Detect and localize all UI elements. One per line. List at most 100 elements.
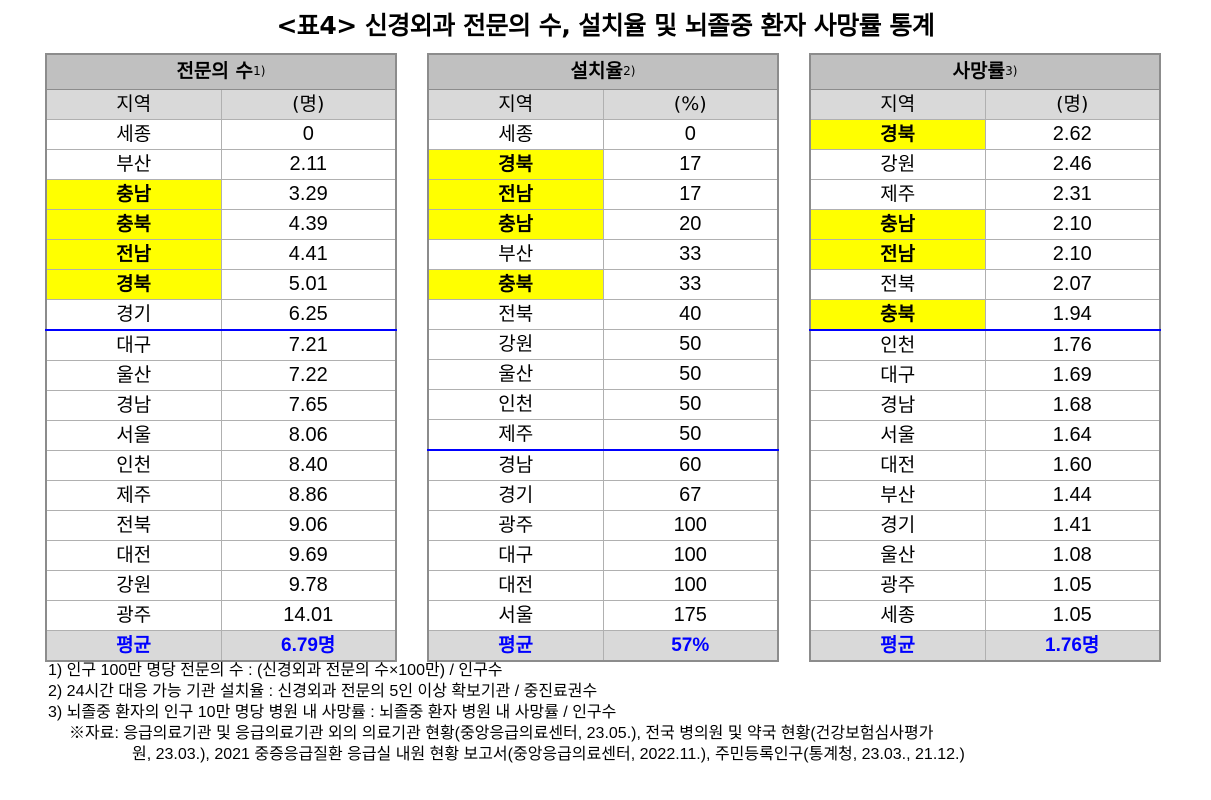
region-cell: 경기 — [45, 299, 222, 331]
value-cell: 9.69 — [220, 540, 397, 571]
region-cell: 세종 — [45, 119, 222, 150]
table-row: 울산 1.08 — [809, 540, 1161, 571]
table-header-label: 전문의 수 — [176, 59, 254, 82]
table-row: 전남 17 — [427, 179, 779, 210]
region-cell: 전북 — [427, 299, 604, 330]
value-cell: 3.29 — [220, 179, 397, 210]
region-cell: 대구 — [427, 540, 604, 571]
average-row: 평균 57% — [427, 630, 779, 662]
table-row: 경북 5.01 — [45, 269, 397, 300]
value-cell: 100 — [602, 570, 779, 601]
average-label: 평균 — [809, 630, 986, 662]
region-cell: 충북 — [809, 299, 986, 331]
table-row: 전북 2.07 — [809, 269, 1161, 300]
table-header-label: 사망률 — [952, 59, 1006, 82]
column-header-row: 지역 (명) — [45, 89, 397, 120]
table-row: 제주 50 — [427, 419, 779, 451]
value-cell: 1.05 — [984, 600, 1161, 631]
value-cell: 7.65 — [220, 390, 397, 421]
table-row: 전남 4.41 — [45, 239, 397, 270]
region-cell: 경기 — [809, 510, 986, 541]
value-cell: 1.60 — [984, 450, 1161, 481]
table-row: 경기 67 — [427, 480, 779, 511]
source-line-1: ※자료: 응급의료기관 및 응급의료기관 외의 의료기관 현황(중앙응급의료센터… — [69, 725, 934, 742]
region-cell: 제주 — [45, 480, 222, 511]
table-row: 강원 2.46 — [809, 149, 1161, 180]
source-line-2: 원, 23.03.), 2021 중증응급질환 응급실 내원 현황 보고서(중앙… — [132, 746, 965, 763]
column-header-region: 지역 — [809, 89, 986, 120]
table-row: 경북 17 — [427, 149, 779, 180]
footnote-ref: 1) — [253, 63, 266, 78]
value-cell: 1.08 — [984, 540, 1161, 571]
region-cell: 세종 — [809, 600, 986, 631]
region-cell: 부산 — [427, 239, 604, 270]
region-cell: 경기 — [427, 480, 604, 511]
table-row: 광주 14.01 — [45, 600, 397, 631]
value-cell: 17 — [602, 179, 779, 210]
footnote-2: 2) 24시간 대응 가능 기관 설치율 : 신경외과 전문의 5인 이상 확보… — [48, 683, 598, 700]
region-cell: 전남 — [809, 239, 986, 270]
value-cell: 7.21 — [220, 329, 397, 361]
table-row: 충남 2.10 — [809, 209, 1161, 240]
column-header-unit: (%) — [602, 89, 779, 120]
table-header-label: 설치율 — [570, 59, 624, 82]
region-cell: 인천 — [809, 329, 986, 361]
value-cell: 40 — [602, 299, 779, 330]
table-row: 서울 8.06 — [45, 420, 397, 451]
table-row: 충남 3.29 — [45, 179, 397, 210]
value-cell: 67 — [602, 480, 779, 511]
region-cell: 강원 — [45, 570, 222, 601]
table-row: 부산 1.44 — [809, 480, 1161, 511]
region-cell: 인천 — [427, 389, 604, 420]
table-row: 부산 2.11 — [45, 149, 397, 180]
region-cell: 부산 — [45, 149, 222, 180]
average-value: 6.79명 — [220, 630, 397, 662]
value-cell: 50 — [602, 329, 779, 360]
table-row: 경남 1.68 — [809, 390, 1161, 421]
value-cell: 60 — [602, 449, 779, 481]
region-cell: 충남 — [809, 209, 986, 240]
document-title: <표4> 신경외과 전문의 수, 설치율 및 뇌졸중 환자 사망률 통계 — [276, 11, 935, 40]
footnote-1: 1) 인구 100만 명당 전문의 수 : (신경외과 전문의 수×100만) … — [48, 662, 503, 679]
table-row: 강원 9.78 — [45, 570, 397, 601]
footnote-ref: 2) — [623, 63, 636, 78]
average-value: 1.76명 — [984, 630, 1161, 662]
value-cell: 2.31 — [984, 179, 1161, 210]
column-header-unit: (명) — [220, 89, 397, 120]
table-row: 충북 33 — [427, 269, 779, 300]
table-header: 전문의 수1) — [45, 53, 397, 90]
column-header-unit: (명) — [984, 89, 1161, 120]
value-cell: 8.86 — [220, 480, 397, 511]
table-row: 인천 1.76 — [809, 329, 1161, 361]
value-cell: 20 — [602, 209, 779, 240]
table-row: 전남 2.10 — [809, 239, 1161, 270]
column-header-region: 지역 — [427, 89, 604, 120]
table-row: 경기 6.25 — [45, 299, 397, 331]
region-cell: 경북 — [45, 269, 222, 300]
region-cell: 제주 — [427, 419, 604, 451]
region-cell: 전북 — [45, 510, 222, 541]
value-cell: 2.10 — [984, 239, 1161, 270]
region-cell: 광주 — [427, 510, 604, 541]
value-cell: 6.25 — [220, 299, 397, 331]
average-value: 57% — [602, 630, 779, 662]
table-row: 대구 7.21 — [45, 329, 397, 361]
table-row: 강원 50 — [427, 329, 779, 360]
table-row: 경북 2.62 — [809, 119, 1161, 150]
region-cell: 부산 — [809, 480, 986, 511]
region-cell: 울산 — [45, 360, 222, 391]
region-cell: 대구 — [45, 329, 222, 361]
value-cell: 9.06 — [220, 510, 397, 541]
region-cell: 경남 — [427, 449, 604, 481]
region-cell: 충북 — [427, 269, 604, 300]
value-cell: 0 — [220, 119, 397, 150]
region-cell: 충남 — [45, 179, 222, 210]
table-row: 광주 100 — [427, 510, 779, 541]
region-cell: 대전 — [427, 570, 604, 601]
region-cell: 강원 — [809, 149, 986, 180]
value-cell: 4.41 — [220, 239, 397, 270]
average-row: 평균 6.79명 — [45, 630, 397, 662]
region-cell: 전남 — [427, 179, 604, 210]
value-cell: 100 — [602, 540, 779, 571]
table-row: 전북 40 — [427, 299, 779, 330]
